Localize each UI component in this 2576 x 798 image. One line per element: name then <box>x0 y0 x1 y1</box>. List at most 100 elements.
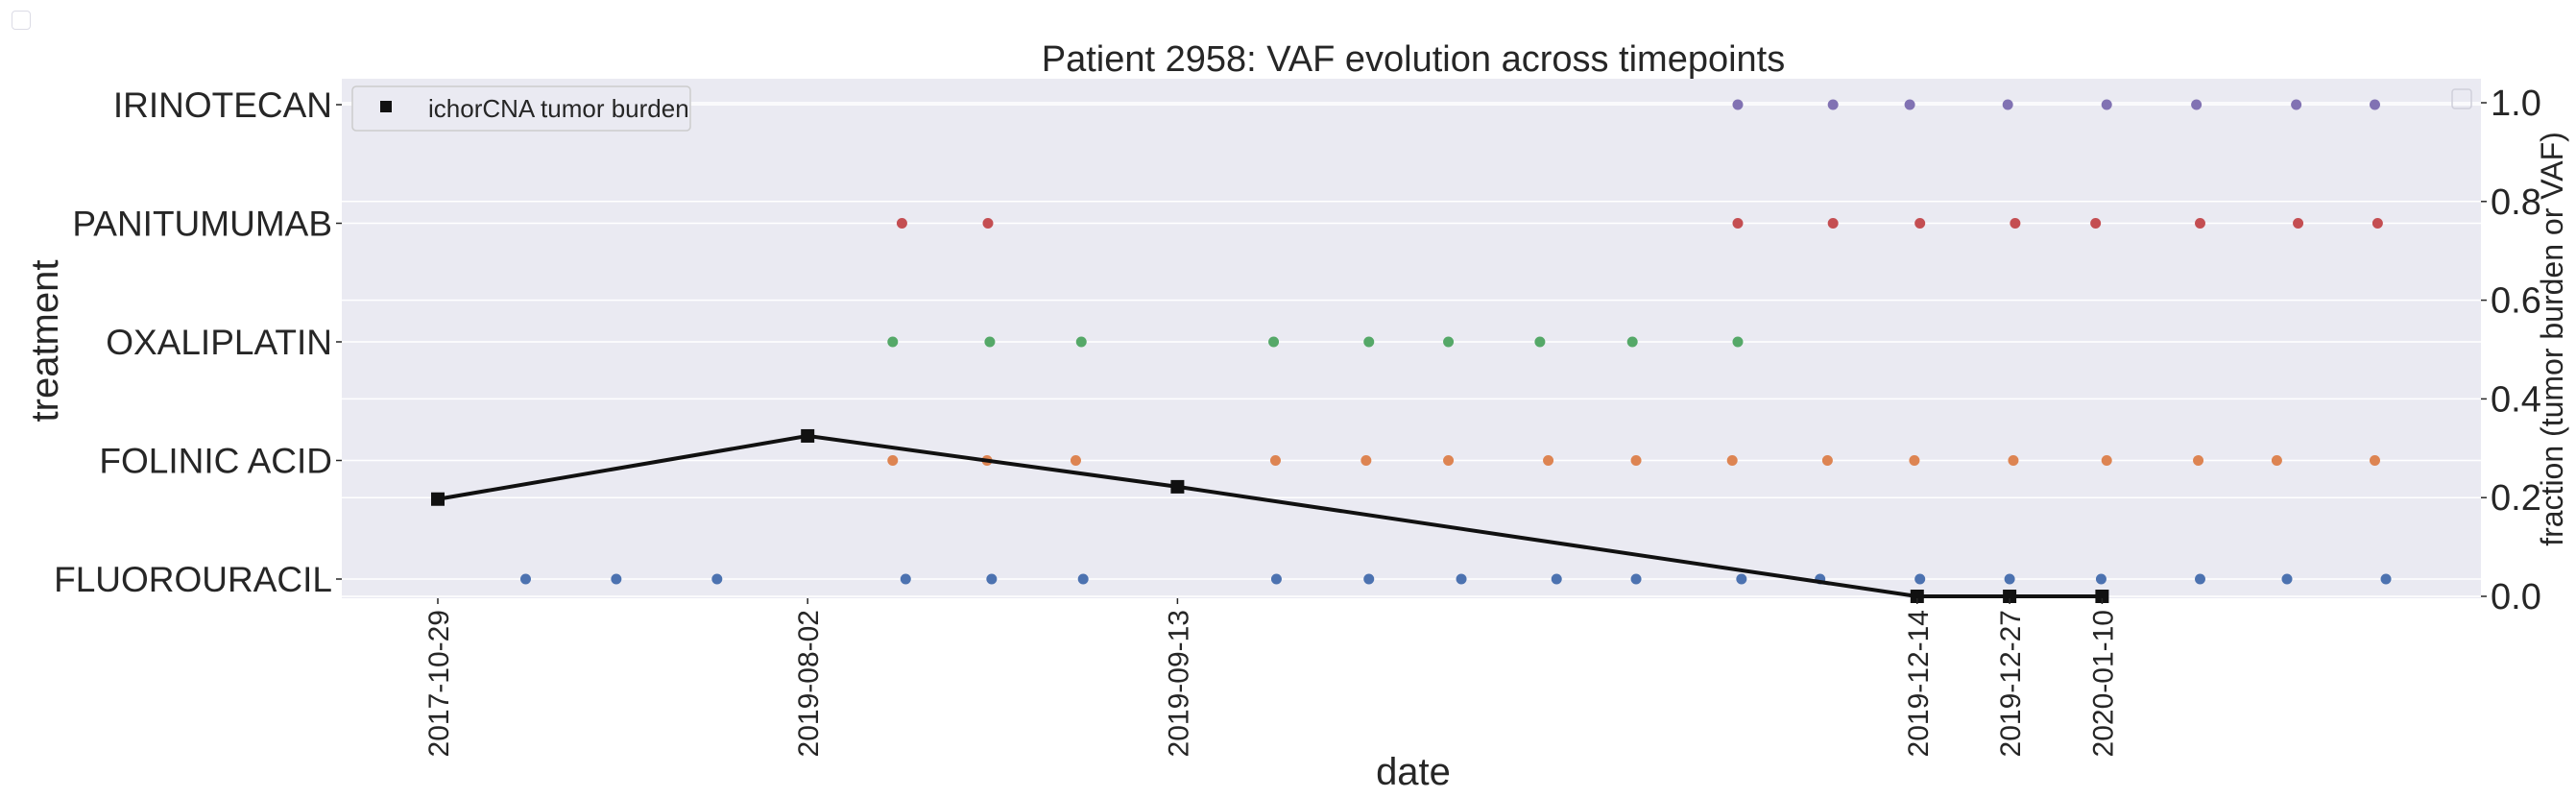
y-axis-label: treatment <box>24 260 66 423</box>
legend-box <box>351 85 691 132</box>
date-tick-label: 2020-01-10 <box>2087 610 2119 757</box>
tumor-burden-marker <box>1170 479 1185 494</box>
point-panitumumab <box>982 218 994 229</box>
legend-label: ichorCNA tumor burden <box>428 94 689 123</box>
point-irinotecan <box>1732 99 1744 110</box>
plot-area <box>342 79 2481 598</box>
point-fluorouracil <box>1630 573 1642 585</box>
fraction-tick-label: 0.0 <box>2491 577 2541 617</box>
point-irinotecan <box>1904 99 1915 110</box>
x-axis-label: date <box>1376 751 1451 793</box>
point-fluorouracil <box>1736 573 1747 585</box>
point-folinic-acid <box>2271 455 2282 466</box>
point-folinic-acid <box>1443 455 1455 466</box>
point-oxaliplatin <box>1075 336 1087 348</box>
tumor-burden-line <box>431 428 2109 603</box>
date-tick-label: 2017-10-29 <box>423 610 455 757</box>
point-irinotecan <box>2101 99 2112 110</box>
fraction-tick-label: 0.4 <box>2491 379 2541 420</box>
point-irinotecan <box>2369 99 2380 110</box>
point-folinic-acid <box>2008 455 2019 466</box>
point-fluorouracil <box>519 573 531 585</box>
fraction-tick-label: 0.8 <box>2491 182 2541 223</box>
point-folinic-acid <box>1726 455 1738 466</box>
point-oxaliplatin <box>1363 336 1375 348</box>
point-folinic-acid <box>1821 455 1833 466</box>
corner-checkbox[interactable] <box>12 11 31 30</box>
point-oxaliplatin <box>1626 336 1638 348</box>
point-oxaliplatin <box>1534 336 1546 348</box>
point-panitumumab <box>2371 218 2383 229</box>
point-folinic-acid <box>2369 455 2380 466</box>
treatment-label: PANITUMUMAB <box>72 205 332 244</box>
treatment-label: FOLINIC ACID <box>99 442 332 481</box>
point-fluorouracil <box>1363 573 1375 585</box>
tumor-burden-marker <box>801 428 815 443</box>
legend-marker-icon <box>380 101 392 112</box>
tumor-burden-marker <box>1910 590 1924 603</box>
point-panitumumab <box>2090 218 2102 229</box>
point-fluorouracil <box>1077 573 1089 585</box>
point-fluorouracil <box>2380 573 2392 585</box>
point-fluorouracil <box>900 573 911 585</box>
point-fluorouracil <box>611 573 622 585</box>
point-oxaliplatin <box>1443 336 1455 348</box>
point-fluorouracil <box>2194 573 2205 585</box>
point-panitumumab <box>1914 218 1926 229</box>
point-irinotecan <box>2191 99 2203 110</box>
point-irinotecan <box>2002 99 2013 110</box>
point-oxaliplatin <box>1732 336 1744 348</box>
point-fluorouracil <box>1551 573 1562 585</box>
date-tick-label: 2019-12-14 <box>1903 610 1935 757</box>
point-fluorouracil <box>1914 573 1926 585</box>
y-axis-treatments: FLUOROURACIL FOLINIC ACID OXALIPLATIN PANIT… <box>54 85 342 599</box>
right-y-axis-label: fraction (tumor burden or VAF) <box>2535 132 2569 546</box>
point-irinotecan <box>1827 99 1839 110</box>
tumor-burden-marker <box>431 492 445 506</box>
point-fluorouracil <box>2095 573 2107 585</box>
treatment-points <box>519 99 2392 585</box>
point-oxaliplatin <box>1268 336 1280 348</box>
point-folinic-acid <box>2101 455 2112 466</box>
point-folinic-acid <box>1269 455 1281 466</box>
date-tick-label: 2019-08-02 <box>793 610 825 757</box>
fraction-tick-label: 1.0 <box>2491 84 2541 124</box>
point-folinic-acid <box>2193 455 2204 466</box>
legend-placeholder-box <box>2451 88 2472 109</box>
point-fluorouracil <box>1270 573 1282 585</box>
y-axis-fraction: 0.0 0.2 0.4 0.6 0.8 1.0 <box>2481 84 2541 617</box>
point-fluorouracil <box>1456 573 1467 585</box>
fraction-tick-label: 0.6 <box>2491 281 2541 322</box>
point-fluorouracil <box>986 573 998 585</box>
point-panitumumab <box>896 218 907 229</box>
x-axis-dates: 2017-10-29 2019-08-02 2019-09-13 2019-12-14… <box>423 598 2119 757</box>
point-folinic-acid <box>1360 455 1372 466</box>
point-folinic-acid <box>1543 455 1554 466</box>
point-fluorouracil <box>2281 573 2293 585</box>
point-folinic-acid <box>1630 455 1642 466</box>
date-tick-label: 2019-09-13 <box>1163 610 1194 757</box>
point-folinic-acid <box>1070 455 1081 466</box>
point-panitumumab <box>1732 218 1744 229</box>
point-irinotecan <box>2291 99 2302 110</box>
tumor-burden-path <box>437 433 2103 598</box>
treatment-label: IRINOTECAN <box>113 85 332 125</box>
point-fluorouracil <box>2004 573 2015 585</box>
chart-title: Patient 2958: VAF evolution across timep… <box>1042 39 1786 80</box>
treatment-label: OXALIPLATIN <box>106 323 332 362</box>
tumor-burden-marker <box>2003 590 2017 603</box>
point-fluorouracil <box>711 573 723 585</box>
point-folinic-acid <box>1909 455 1920 466</box>
treatment-label: FLUOROURACIL <box>54 560 332 599</box>
point-folinic-acid <box>887 455 899 466</box>
point-panitumumab <box>2194 218 2205 229</box>
legend: ichorCNA tumor burden <box>351 85 691 132</box>
grid-lines <box>342 102 2481 597</box>
point-panitumumab <box>2293 218 2304 229</box>
point-panitumumab <box>1827 218 1839 229</box>
point-oxaliplatin <box>984 336 996 348</box>
point-oxaliplatin <box>887 336 899 348</box>
date-tick-label: 2019-12-27 <box>1995 610 2027 757</box>
fraction-tick-label: 0.2 <box>2491 478 2541 519</box>
